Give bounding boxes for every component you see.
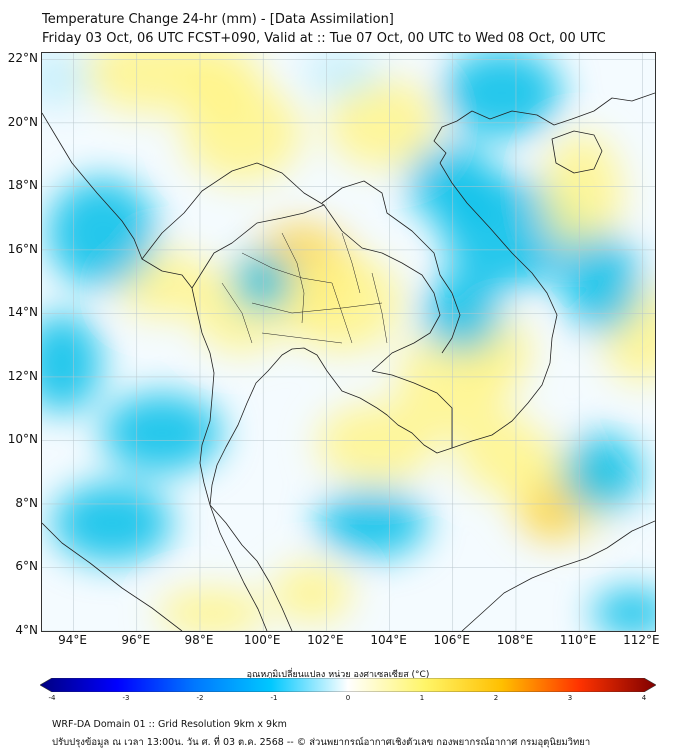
latitude-tick-label: 6°N [15,559,38,574]
vietnam-coastline [439,162,558,449]
field-blob-cold_strong [317,488,427,558]
field-blob-cool [42,53,92,108]
myanmar-border [141,162,325,260]
map-subtitle: Friday 03 Oct, 06 UTC FCST+090, Valid at… [42,31,606,46]
longitude-tick-label: 102°E [307,633,344,647]
longitude-tick-label: 112°E [623,633,660,647]
longitude-tick-label: 94°E [58,633,88,647]
field-blob-cold_strong [232,253,292,313]
malay-peninsula-coast [209,504,293,631]
field-blob-cold_strong [52,483,172,563]
field-blob-warm_strong [522,485,582,541]
sumatra-coast [42,522,183,631]
field-blob-warm [317,403,437,483]
colorbar-tick-label: -1 [270,694,278,702]
field-blob-warm [157,588,267,631]
latitude-tick-label: 12°N [7,368,38,383]
longitude-tick-label: 110°E [559,633,597,647]
field-blob-cold_strong [47,178,157,288]
footer-model-info: WRF-DA Domain 01 :: Grid Resolution 9km … [52,719,287,730]
temperature-change-map [42,53,655,631]
province-lines [221,232,388,344]
latitude-tick-label: 4°N [15,623,38,637]
latitude-tick-label: 8°N [15,495,38,510]
field-blob-warm [542,133,622,253]
thailand-border [191,204,441,372]
coastline-and-borders [42,92,655,631]
graticule [42,53,655,631]
longitude-tick-label: 98°E [184,633,214,647]
andaman-coast [42,112,215,506]
field-blob-cold_strong [102,393,222,473]
field-blob-warm [282,253,402,353]
footer-credit: ปรับปรุงข้อมูล ณ เวลา 13:00น. วัน ศ. ที่… [52,737,591,748]
gulf-of-thailand-coast [209,347,378,506]
colorbar-tick-label: 3 [567,694,573,702]
colorbar-tick-label: 0 [345,694,351,702]
longitude-tick-label: 108°E [496,633,534,647]
temperature-field [42,53,655,631]
mekong-delta-coast [376,407,453,454]
colorbar-tick-label: -2 [196,694,204,702]
field-blob-warm [272,563,352,623]
borneo-coast [461,520,655,631]
longitude-tick-label: 100°E [243,633,281,647]
latitude-tick-label: 18°N [7,178,38,193]
hainan-island [551,130,603,174]
malay-west-coast [209,504,268,631]
colorbar [40,678,656,692]
longitude-tick-label: 104°E [370,633,407,647]
field-blob-cold_strong [592,588,655,631]
latitude-tick-label: 20°N [7,114,38,129]
colorbar-title: อุณหภูมิเปลี่ยนแปลง หน่วย องศาเซลเซียส (… [246,670,430,680]
china-coastline [433,92,655,164]
colorbar-tick-label: -4 [48,694,56,702]
laos-border [321,180,461,354]
map-panel [41,52,656,632]
latitude-tick-label: 22°N [7,51,38,66]
latitude-tick-label: 10°N [7,432,38,447]
longitude-tick-label: 96°E [121,633,151,647]
field-blob-cold_strong [42,313,102,413]
colorbar-tick-label: 2 [493,694,499,702]
colorbar-tick-label: 1 [419,694,425,702]
colorbar-tick-label: -3 [122,694,130,702]
field-blob-cold_strong [442,53,562,138]
longitude-tick-label: 106°E [433,633,471,647]
latitude-tick-label: 14°N [7,305,38,320]
latitude-tick-label: 16°N [7,241,38,256]
map-title: Temperature Change 24-hr (mm) - [Data As… [42,12,394,27]
field-blob-cold_strong [562,233,642,333]
cambodia-border [371,370,453,448]
field-blob-cold_strong [422,273,502,353]
field-blob-warm [182,53,262,123]
field-blob-cool [302,53,382,98]
field-blob-cold_strong [562,433,642,513]
colorbar-tick-label: 4 [641,694,647,702]
